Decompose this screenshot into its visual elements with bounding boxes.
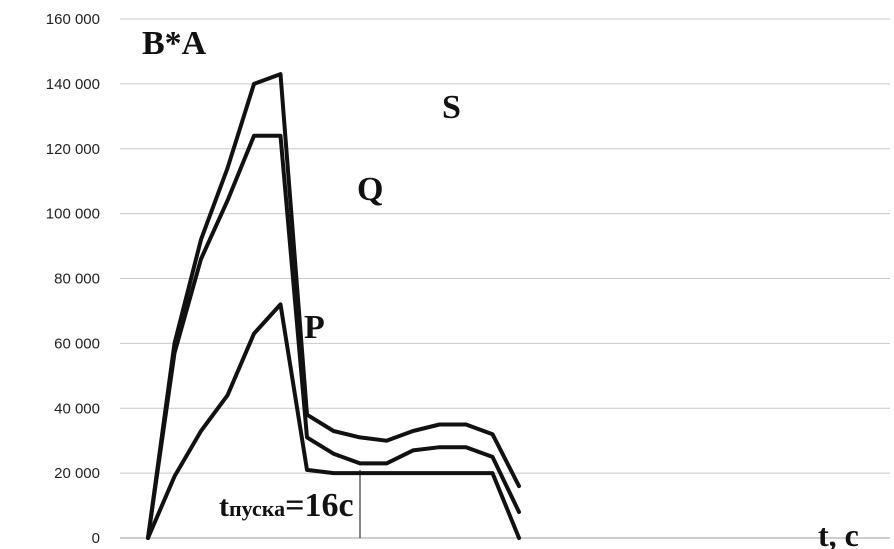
x-axis-label: t, c (818, 517, 859, 549)
y-tick-label: 120 000 (46, 141, 100, 158)
y-axis-label: B*A (142, 25, 207, 62)
y-tick-label: 40 000 (54, 400, 100, 417)
series-label-q: Q (357, 171, 383, 208)
y-tick-label: 160 000 (46, 11, 100, 28)
series-line-p (146, 302, 521, 540)
series-line-s (146, 72, 521, 540)
y-tick-label: 60 000 (54, 335, 100, 352)
series-line-q (146, 133, 521, 540)
y-tick-label: 80 000 (54, 271, 100, 288)
y-tick-label: 0 (92, 530, 100, 547)
y-axis-ticks: 0 20 000 40 000 60 000 80 000 100 000 120 000 1… (46, 11, 100, 547)
series-label-p: P (304, 309, 325, 346)
y-tick-label: 20 000 (54, 465, 100, 482)
y-tick-label: 140 000 (46, 76, 100, 93)
y-tick-label: 100 000 (46, 206, 100, 223)
series-lines (146, 72, 521, 540)
gridlines (120, 18, 890, 474)
start-time-annotation: tпуска=16c (219, 487, 354, 524)
series-label-s: S (442, 89, 461, 126)
